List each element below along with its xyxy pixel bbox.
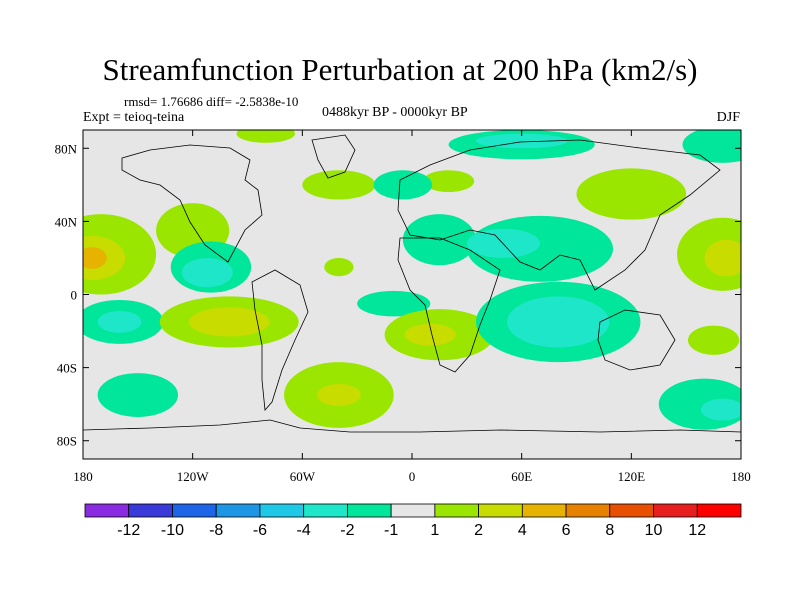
colorbar-swatch-3 xyxy=(215,503,261,518)
colorbar-swatch-10 xyxy=(521,503,567,518)
axis-ticks: 180 120W 60W 0 60E 120E 180 80N 40N 0 40S 80S xyxy=(55,130,751,484)
y-tick-label-1: 40N xyxy=(55,214,78,229)
coastline-australia xyxy=(597,309,676,371)
contour-region-23 xyxy=(189,307,270,337)
colorbar-swatch-9 xyxy=(478,503,523,518)
colorbar-label-12: 10 xyxy=(645,522,663,539)
coastline-north-america xyxy=(121,144,263,263)
colorbar-swatch-14 xyxy=(696,503,742,518)
colorbar-swatch-6 xyxy=(346,503,392,518)
x-tick-label-3: 0 xyxy=(409,469,416,484)
contour-region-15 xyxy=(704,239,741,277)
colorbar-label-3: -6 xyxy=(253,522,267,539)
contour-region-32 xyxy=(97,373,179,417)
x-tick-label-0: 180 xyxy=(73,469,93,484)
colorbar-label-1: -10 xyxy=(161,522,184,539)
x-tick-label-1: 120W xyxy=(177,469,210,484)
contour-region-21 xyxy=(97,310,142,333)
coastline-africa xyxy=(397,237,501,373)
coastline-eurasia xyxy=(397,139,721,291)
contour-region-18 xyxy=(181,257,233,288)
colorbar-swatch-7 xyxy=(390,503,436,518)
colorbar-swatch-8 xyxy=(434,503,480,518)
contour-region-13 xyxy=(83,246,107,269)
period-label: 0488kyr BP - 0000kyr BP xyxy=(322,105,468,120)
contour-region-10 xyxy=(373,170,433,200)
colorbar-label-9: 4 xyxy=(518,522,527,539)
x-tick-label-4: 60E xyxy=(511,469,532,484)
colorbar-label-11: 8 xyxy=(605,522,614,539)
colorbar-label-8: 2 xyxy=(474,522,483,539)
colorbar-label-10: 6 xyxy=(562,522,571,539)
contour-region-24 xyxy=(357,290,431,317)
colorbar-label-2: -8 xyxy=(209,522,223,539)
y-tick-label-0: 80N xyxy=(55,141,78,156)
colorbar-swatch-11 xyxy=(565,503,611,518)
colorbar-label-0: -12 xyxy=(117,522,140,539)
contour-region-29 xyxy=(687,325,740,355)
colorbar-label-4: -4 xyxy=(297,522,311,539)
colorbar-swatch-13 xyxy=(653,503,698,518)
chart-title: Streamfunction Perturbation at 200 hPa (… xyxy=(102,52,698,87)
colorbar-label-5: -2 xyxy=(340,522,354,539)
y-tick-label-2: 0 xyxy=(71,288,78,303)
colorbar-swatch-12 xyxy=(609,503,654,518)
contour-region-26 xyxy=(404,323,456,346)
colorbar-label-6: -1 xyxy=(384,522,398,539)
contour-region-1 xyxy=(302,170,376,200)
contour-region-2 xyxy=(422,170,475,193)
contour-region-0 xyxy=(236,130,296,143)
coastline-south-america xyxy=(251,269,309,411)
colorbar: -12 -10 -8 -6 -4 -2 -1 1 2 4 6 8 10 12 xyxy=(84,503,742,539)
contour-region-5 xyxy=(682,130,741,163)
x-tick-label-5: 120E xyxy=(618,469,646,484)
contour-region-6 xyxy=(576,168,687,220)
colorbar-swatch-5 xyxy=(303,503,348,518)
colorbar-swatch-4 xyxy=(259,503,305,518)
colorbar-swatch-1 xyxy=(128,503,173,518)
x-tick-label-6: 180 xyxy=(731,469,751,484)
coastline-layer xyxy=(83,134,741,433)
coastline-greenland xyxy=(311,134,356,179)
colorbar-swatch-2 xyxy=(172,503,217,518)
contour-region-34 xyxy=(700,398,741,421)
x-tick-label-2: 60W xyxy=(290,469,316,484)
contour-region-19 xyxy=(324,257,354,277)
season-label: DJF xyxy=(716,110,740,125)
contour-region-4 xyxy=(475,133,568,149)
coastline-antarctica xyxy=(83,419,741,433)
y-tick-label-4: 80S xyxy=(57,434,77,449)
contour-region-9 xyxy=(466,228,540,258)
colorbar-label-13: 12 xyxy=(688,522,706,539)
colorbar-swatch-0 xyxy=(84,503,130,518)
rmsd-diff-stats: rmsd= 1.76686 diff= -2.5838e-10 xyxy=(124,94,299,109)
y-tick-label-3: 40S xyxy=(57,361,77,376)
contour-region-31 xyxy=(316,384,361,406)
colorbar-label-7: 1 xyxy=(430,522,439,539)
contour-region-28 xyxy=(507,296,610,348)
experiment-label: Expt = teioq-teina xyxy=(83,110,185,125)
